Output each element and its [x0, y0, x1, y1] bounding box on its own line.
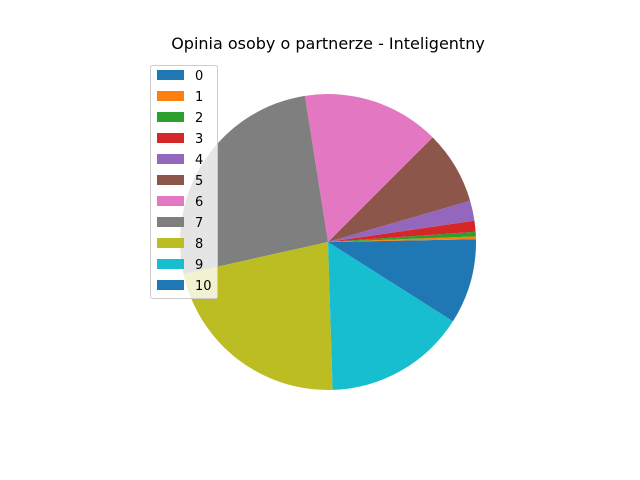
pie-slice-4: [328, 200, 475, 242]
legend-label-6: 6: [195, 195, 203, 210]
pie-slice-1: [328, 236, 476, 242]
legend: 0 1 2 3 4 5 6 7 8 9 10: [150, 65, 218, 299]
pie-slice-2: [328, 231, 476, 242]
legend-swatch-9: [157, 259, 184, 269]
pie-slice-0: [328, 239, 476, 242]
legend-swatch-8: [157, 238, 184, 248]
legend-label-4: 4: [195, 153, 203, 168]
legend-label-2: 2: [195, 111, 203, 126]
pie-slice-8: [183, 242, 333, 390]
legend-swatch-10: [157, 280, 184, 290]
legend-label-8: 8: [195, 237, 203, 252]
legend-label-9: 9: [195, 258, 203, 273]
legend-swatch-1: [157, 91, 184, 101]
legend-swatch-4: [157, 154, 184, 164]
legend-label-7: 7: [195, 216, 203, 231]
legend-label-0: 0: [195, 69, 203, 84]
pie-slices: [180, 94, 476, 390]
legend-swatch-5: [157, 175, 184, 185]
legend-swatch-2: [157, 112, 184, 122]
legend-swatch-3: [157, 133, 184, 143]
legend-label-5: 5: [195, 174, 203, 189]
legend-label-10: 10: [195, 279, 212, 294]
pie-slice-3: [328, 220, 476, 242]
legend-swatch-7: [157, 217, 184, 227]
legend-label-3: 3: [195, 132, 203, 147]
pie-slice-10: [328, 242, 476, 322]
pie-slice-6: [304, 94, 433, 243]
chart-title: Opinia osoby o partnerze - Inteligentny: [171, 34, 485, 53]
legend-label-1: 1: [195, 90, 203, 105]
legend-entries: 0 1 2 3 4 5 6 7 8 9 10: [157, 69, 212, 294]
legend-swatch-0: [157, 70, 184, 80]
pie-slice-5: [328, 137, 471, 242]
pie-slice-9: [328, 242, 453, 390]
legend-swatch-6: [157, 196, 184, 206]
